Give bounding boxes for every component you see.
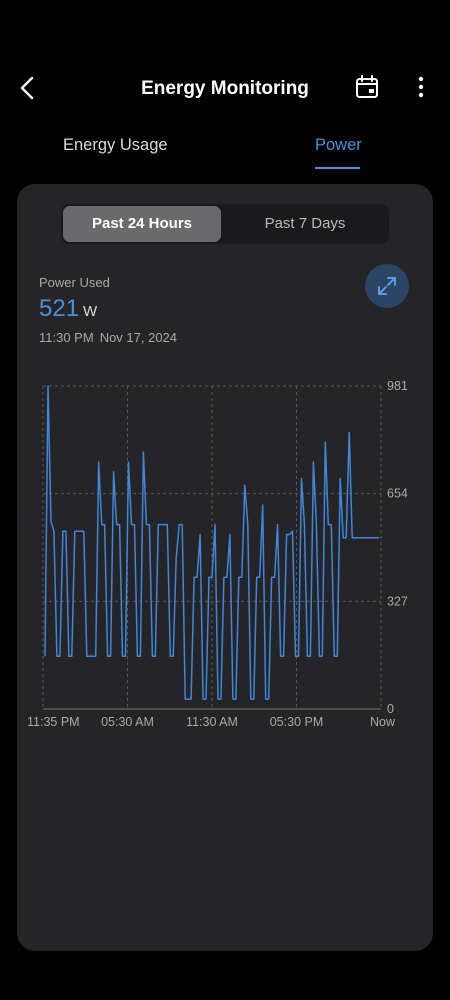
- tab-power[interactable]: Power: [315, 136, 362, 154]
- x-tick-label: 05:30 AM: [101, 715, 154, 729]
- y-tick-label: 654: [387, 487, 408, 501]
- reading-timestamp: 11:30 PM Nov 17, 2024: [39, 330, 183, 345]
- calendar-icon[interactable]: [354, 74, 380, 100]
- page-title: Energy Monitoring: [141, 78, 309, 99]
- range-toggle: Past 24 Hours Past 7 Days: [61, 204, 389, 244]
- x-tick-label: 11:30 AM: [186, 715, 238, 729]
- range-past-7-days-button[interactable]: Past 7 Days: [264, 215, 346, 232]
- reading-date: Nov 17, 2024: [99, 330, 178, 345]
- y-tick-label: 327: [387, 594, 408, 608]
- power-used-label: Power Used: [39, 275, 110, 290]
- reading-time: 11:30 PM: [39, 330, 94, 345]
- power-series-line: [44, 385, 379, 700]
- power-line-chart: 0 327 654 981 11:35 PM 05:30 AM 11:30 AM 05:30 …: [27, 379, 408, 729]
- x-tick-label: Now: [370, 715, 396, 729]
- tab-energy-usage[interactable]: Energy Usage: [63, 136, 168, 154]
- range-past-24-hours-button[interactable]: Past 24 Hours: [63, 206, 221, 242]
- x-tick-label: 11:35 PM: [27, 715, 80, 729]
- expand-chart-button[interactable]: [365, 264, 409, 308]
- active-tab-indicator: [315, 167, 360, 169]
- more-options-icon[interactable]: [408, 74, 434, 100]
- y-tick-label: 0: [387, 702, 394, 716]
- back-arrow-icon[interactable]: [14, 74, 42, 102]
- power-value: 521 W: [39, 295, 97, 323]
- power-unit: W: [83, 303, 98, 320]
- expand-icon: [378, 277, 396, 295]
- tab-bar: Energy Usage Power: [0, 130, 450, 176]
- top-app-bar: Energy Monitoring: [0, 58, 450, 118]
- power-number: 521: [39, 295, 80, 322]
- power-card: Past 24 Hours Past 7 Days Power Used 521…: [17, 184, 433, 951]
- y-tick-label: 981: [387, 379, 408, 393]
- x-tick-label: 05:30 PM: [270, 715, 324, 729]
